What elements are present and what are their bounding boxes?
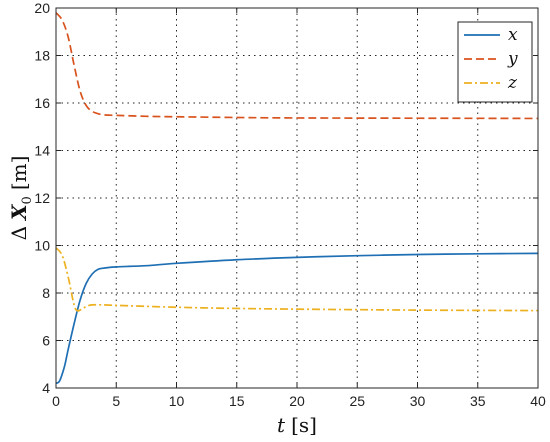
y-tick-label: 4 xyxy=(42,380,50,396)
x-tick-label: 35 xyxy=(470,393,486,409)
y-tick-label: 20 xyxy=(34,0,50,16)
y-tick-label: 16 xyxy=(34,95,50,111)
x-tick-label: 15 xyxy=(229,393,245,409)
y-tick-label: 6 xyxy=(42,333,50,349)
x-tick-label: 30 xyxy=(410,393,426,409)
legend-label-x: x xyxy=(508,25,518,45)
y-axis-var: X xyxy=(7,203,31,222)
axis-ticks xyxy=(55,7,539,389)
series-line-y xyxy=(55,12,539,120)
y-axis-delta: Δ xyxy=(7,226,31,240)
x-tick-label: 25 xyxy=(349,393,365,409)
legend: xyz xyxy=(457,21,533,103)
y-tick-label: 12 xyxy=(34,190,50,206)
legend-label-z: z xyxy=(507,73,518,93)
y-tick-label: 8 xyxy=(42,285,50,301)
series-line-z xyxy=(55,247,539,312)
legend-box xyxy=(457,21,533,103)
tick-labels: 0 5 10 15 20 25 30 35 40 4 6 8 10 12 14 16 18 20 xyxy=(34,0,546,409)
y-axis-sub: 0 xyxy=(20,196,35,204)
y-tick-label: 14 xyxy=(34,143,50,159)
series-line-x xyxy=(55,252,539,385)
legend-label-y: y xyxy=(507,49,518,69)
x-axis-var: t xyxy=(277,413,286,437)
y-axis-unit: [m] xyxy=(7,156,31,191)
y-axis-label: ΔX0 [m] xyxy=(7,156,35,241)
x-tick-label: 5 xyxy=(112,393,120,409)
y-tick-label: 10 xyxy=(34,238,50,254)
y-tick-label: 18 xyxy=(34,48,50,64)
x-tick-label: 20 xyxy=(289,393,305,409)
x-tick-label: 40 xyxy=(530,393,546,409)
series-lines xyxy=(55,12,539,385)
x-axis-unit: [s] xyxy=(291,413,317,437)
x-tick-label: 10 xyxy=(169,393,185,409)
x-axis-label: t [s] xyxy=(277,413,317,437)
x-tick-label: 0 xyxy=(52,393,60,409)
